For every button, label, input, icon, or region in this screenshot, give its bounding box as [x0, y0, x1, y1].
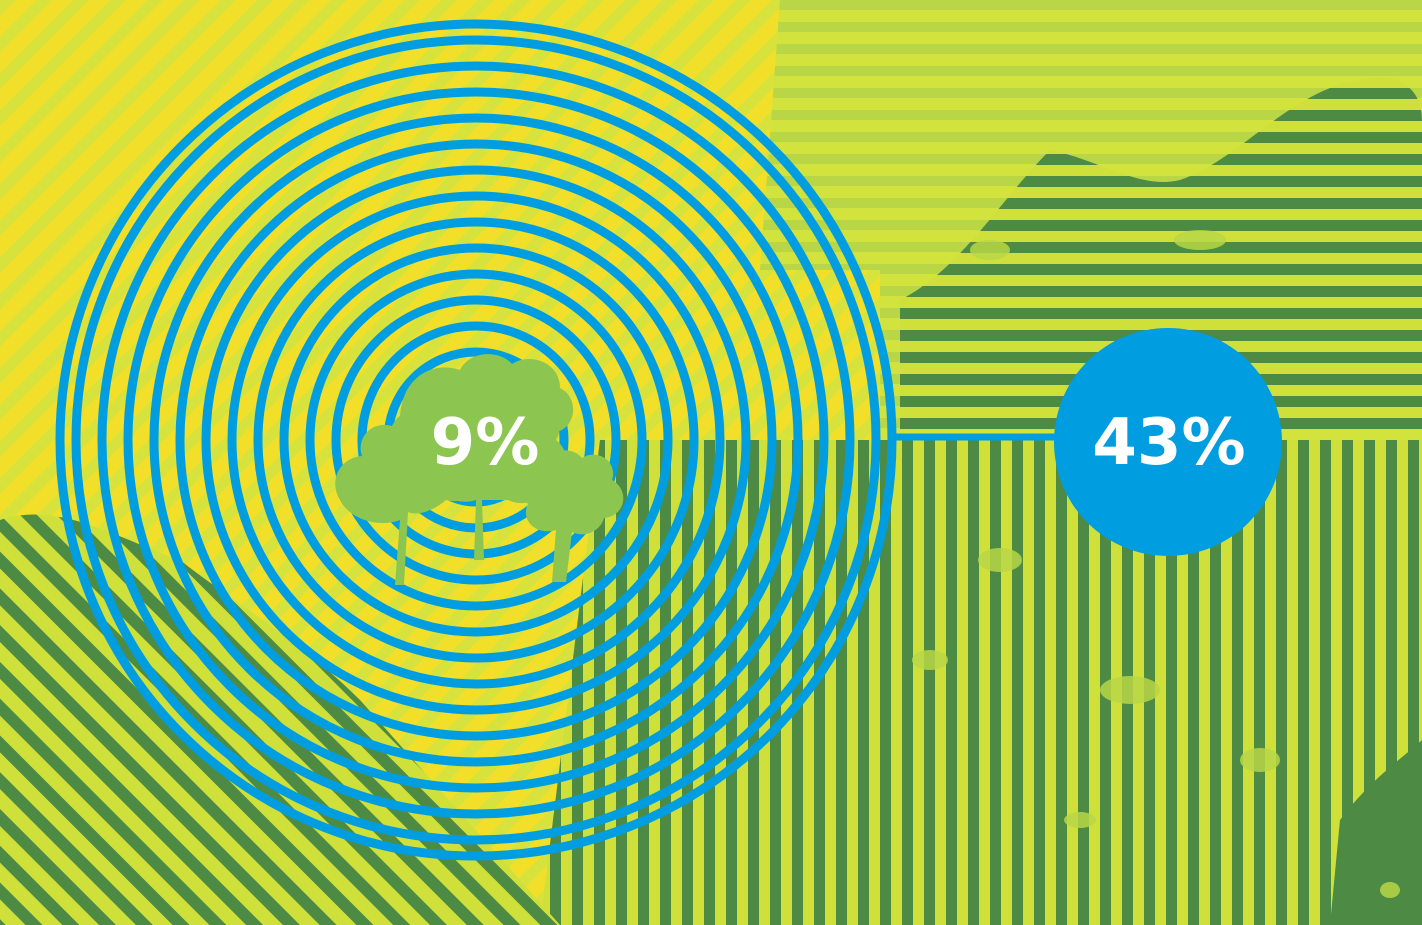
- background-texture-blobs: [912, 230, 1400, 898]
- background-green-horizontal: [900, 77, 1422, 430]
- trees-icon: [335, 354, 624, 585]
- background-green-corner: [1330, 740, 1422, 925]
- outer-stat-label: 43%: [1092, 406, 1246, 480]
- outer-stat-circle: [1054, 328, 1282, 556]
- background-green-diagonal: [0, 514, 560, 925]
- inner-stat-label: 9%: [430, 406, 540, 480]
- background-green-vertical: [540, 440, 1422, 925]
